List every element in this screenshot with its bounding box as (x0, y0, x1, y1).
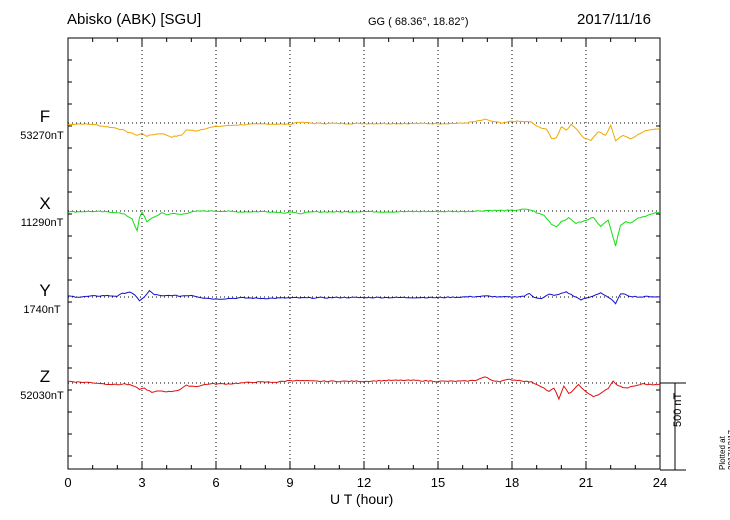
component-f-label: F (39, 107, 51, 126)
scale-bar (660, 382, 686, 471)
component-z-label: Z (39, 367, 51, 386)
x-tick-label: 21 (578, 475, 594, 490)
x-tick-label: 24 (652, 475, 668, 490)
component-traces (67, 118, 661, 401)
component-y-trace (67, 289, 661, 305)
x-tick-label: 15 (430, 475, 446, 490)
station-title: Abisko (ABK) [SGU] (67, 11, 202, 28)
x-tick-label: 9 (286, 475, 294, 490)
component-y-label: Y (39, 281, 51, 300)
geographic-coordinates: GG ( 68.36°, 18.82°) (368, 16, 469, 28)
component-x-trace (67, 208, 661, 247)
component-z-trace (67, 376, 661, 401)
component-y-baseline: 1740nT (23, 304, 61, 316)
component-f-trace (67, 118, 661, 142)
scale-bar-label: 500 nT (672, 392, 684, 427)
plotted-timestamp: Plotted at 2017/12/17 01:34 UT (718, 429, 730, 470)
x-axis-label: U T (hour) (330, 491, 394, 507)
plot-date: 2017/11/16 (577, 11, 651, 28)
vertical-gridlines (141, 38, 587, 469)
x-tick-label: 12 (356, 475, 372, 490)
component-x-label: X (39, 194, 51, 213)
x-tick-label: 6 (212, 475, 220, 490)
x-tick-label: 3 (138, 475, 146, 490)
x-tick-label: 18 (504, 475, 520, 490)
component-x-baseline: 11290nT (20, 217, 64, 229)
x-tick-label: 0 (64, 475, 72, 490)
axis-ticks (67, 38, 661, 469)
component-f-baseline: 53270nT (20, 130, 64, 142)
component-z-baseline: 52030nT (20, 390, 64, 402)
